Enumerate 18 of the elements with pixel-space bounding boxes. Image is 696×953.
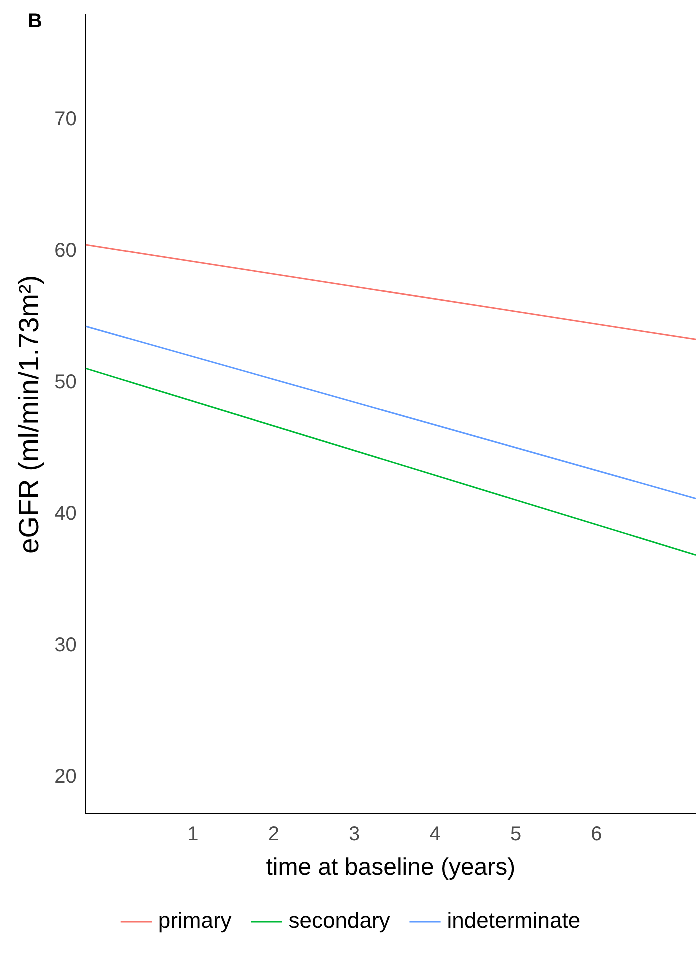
x-tick-label: 1 [188, 824, 199, 846]
x-tick-label: 2 [268, 824, 280, 846]
legend-label: indeterminate [447, 908, 581, 934]
legend-label: primary [158, 908, 232, 934]
y-tick-label: 20 [54, 766, 77, 788]
legend-label: secondary [288, 908, 390, 934]
x-tick-label: 5 [510, 824, 522, 846]
x-tick-label: 6 [591, 824, 602, 846]
y-axis-title: eGFR (ml/min/1.73m²) [14, 275, 45, 554]
y-tick-label: 70 [54, 108, 77, 131]
x-tick-label: 4 [430, 824, 441, 846]
text: B [28, 10, 42, 33]
x-axis-title: time at baseline (years) [266, 854, 516, 882]
y-tick-label: 60 [54, 240, 77, 262]
x-tick-label: 3 [349, 824, 360, 846]
y-tick-label: 40 [54, 503, 77, 526]
y-tick-label: 50 [54, 372, 77, 394]
y-tick-label: 30 [54, 634, 77, 656]
